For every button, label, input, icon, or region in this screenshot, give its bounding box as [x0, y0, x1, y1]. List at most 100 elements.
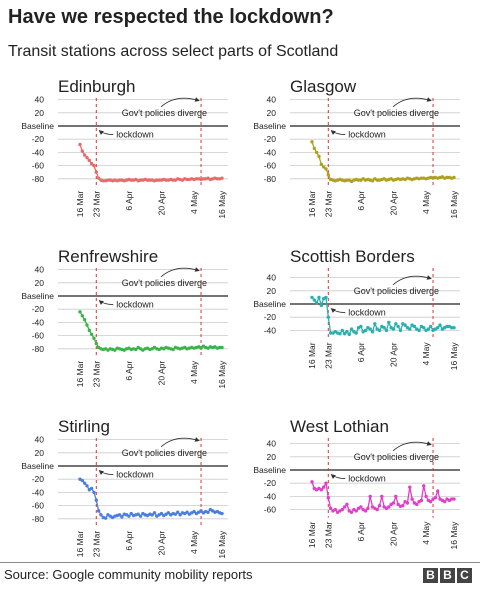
data-point	[436, 489, 440, 493]
data-point	[394, 494, 398, 499]
policies-annotation: Gov't policies diverge	[122, 278, 207, 288]
y-tick-label: Baseline	[21, 291, 54, 301]
x-tick-label: 6 Apr	[356, 342, 366, 362]
data-point	[419, 176, 424, 180]
x-tick-label: 20 Apr	[388, 191, 398, 216]
x-tick-label: 6 Apr	[124, 361, 134, 381]
data-point	[92, 163, 96, 168]
charts-grid: Edinburgh 40 20 Baseline -20 -40 -60 -80 Gov't p…	[21, 77, 460, 559]
x-tick-label: 4 May	[189, 360, 199, 384]
data-point	[136, 512, 140, 516]
data-point	[80, 149, 85, 153]
x-tick-label: 16 Mar	[307, 342, 317, 369]
y-tick-label: 20	[35, 108, 45, 118]
data-point	[192, 509, 196, 514]
data-point	[333, 507, 337, 512]
data-point	[412, 324, 417, 329]
logo-letter: B	[440, 568, 455, 583]
data-point	[106, 178, 110, 182]
data-point	[96, 176, 101, 180]
y-tick-label: -60	[32, 161, 45, 171]
data-point	[349, 327, 354, 331]
x-tick-label: 4 May	[421, 521, 431, 545]
data-point	[328, 506, 333, 510]
data-point	[415, 502, 419, 507]
data-point	[194, 177, 199, 181]
data-point	[319, 488, 324, 492]
chart-panel: Stirling 40 20 Baseline -20 -40 -60 -80 Gov't po…	[21, 417, 228, 559]
data-point	[319, 303, 324, 308]
lockdown-arrow	[98, 300, 114, 305]
policies-annotation: Gov't policies diverge	[122, 108, 207, 118]
policies-arrow	[160, 97, 200, 108]
data-point	[377, 503, 382, 508]
data-point	[445, 175, 449, 180]
data-point	[206, 510, 210, 514]
data-point	[199, 509, 203, 513]
chart-title: Stirling	[58, 417, 110, 436]
data-point	[449, 326, 454, 330]
data-point	[199, 346, 203, 350]
data-point	[391, 327, 396, 331]
data-point	[201, 177, 206, 181]
data-point	[173, 512, 178, 516]
data-point	[96, 509, 101, 513]
data-point	[321, 485, 326, 489]
data-point	[148, 178, 152, 182]
x-tick-label: 23 Mar	[91, 361, 101, 388]
x-tick-label: 16 May	[449, 342, 459, 371]
data-point	[396, 324, 400, 329]
y-tick-label: -40	[32, 487, 45, 497]
data-point	[159, 511, 164, 516]
y-tick-label: 20	[267, 108, 277, 118]
data-point	[356, 178, 361, 182]
y-tick-label: -80	[264, 174, 277, 184]
data-point	[310, 140, 314, 144]
data-point	[220, 345, 224, 350]
data-point	[215, 177, 220, 181]
y-tick-label: 40	[35, 435, 45, 445]
data-point	[384, 328, 389, 333]
data-point	[89, 161, 94, 166]
y-tick-label: Baseline	[253, 299, 286, 309]
data-point	[127, 514, 131, 518]
data-point	[87, 158, 92, 163]
data-point	[452, 175, 456, 180]
y-tick-label: -80	[32, 174, 45, 184]
x-tick-label: 23 Mar	[323, 521, 333, 548]
data-point	[310, 480, 314, 484]
x-tick-label: 20 Apr	[388, 342, 398, 367]
page-subtitle: Transit stations across select parts of …	[8, 43, 339, 60]
x-tick-label: 16 Mar	[307, 191, 317, 218]
data-point	[410, 497, 414, 501]
data-point	[92, 490, 96, 495]
y-tick-label: -20	[264, 312, 277, 322]
x-tick-label: 16 Mar	[75, 191, 85, 218]
data-point	[422, 484, 426, 488]
x-tick-label: 4 May	[189, 190, 199, 214]
data-point	[452, 326, 456, 330]
x-tick-label: 16 May	[217, 360, 227, 389]
data-point	[185, 510, 189, 514]
policies-annotation: Gov't policies diverge	[354, 108, 439, 118]
data-point	[178, 513, 182, 517]
data-point	[129, 511, 133, 516]
data-point	[103, 516, 108, 520]
data-point	[314, 300, 319, 305]
y-tick-label: -40	[264, 325, 277, 335]
x-tick-label: 16 Mar	[75, 531, 85, 558]
y-tick-label: Baseline	[253, 465, 286, 475]
data-point	[85, 323, 89, 327]
data-point	[429, 499, 433, 504]
page-title: Have we respected the lockdown?	[8, 6, 334, 28]
lockdown-arrow	[98, 130, 114, 135]
chart-panel: Renfrewshire 40 20 Baseline -20 -40 -60 -80 Gov'…	[21, 247, 228, 389]
y-tick-label: -80	[32, 514, 45, 524]
bbc-logo: B B C	[423, 568, 472, 583]
y-tick-label: 40	[35, 95, 45, 105]
data-point	[354, 509, 358, 513]
x-tick-label: 4 May	[421, 342, 431, 366]
data-point	[326, 173, 330, 177]
data-point	[442, 499, 447, 504]
data-point	[101, 179, 105, 183]
